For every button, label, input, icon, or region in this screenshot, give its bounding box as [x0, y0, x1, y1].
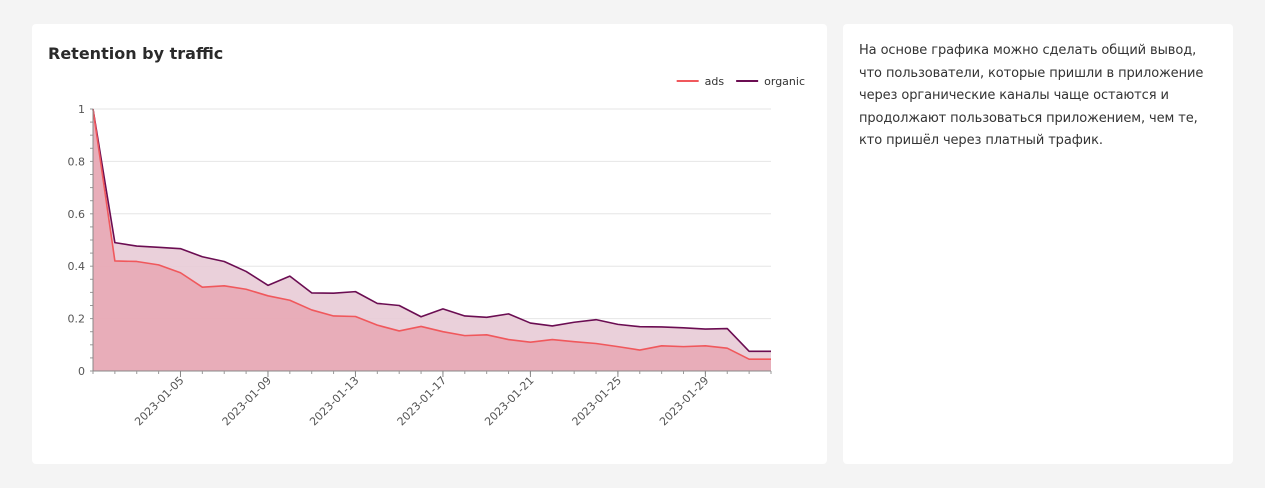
legend-label: ads: [705, 75, 725, 88]
chart-legend[interactable]: organic ads: [676, 75, 805, 88]
x-tick-label: 2023-01-09: [220, 374, 274, 428]
y-tick-label: 0.4: [68, 260, 86, 273]
y-tick-label: 0: [78, 365, 85, 378]
x-tick-label: 2023-01-13: [307, 374, 361, 428]
line-ads: [92, 108, 771, 361]
chart-areas: [93, 109, 771, 371]
y-tick-label: 0.2: [68, 313, 86, 326]
area-ads: [93, 109, 771, 371]
x-tick-label: 2023-01-29: [657, 374, 711, 428]
x-tick-label: 2023-01-21: [482, 374, 536, 428]
x-tick-label: 2023-01-17: [395, 374, 449, 428]
y-tick-label: 0.8: [68, 155, 86, 168]
chart-card: Retention by traffic 0 0.2 0.4 0.6 0.8 1 2023-…: [32, 24, 827, 464]
y-tick-label: 0.6: [68, 208, 86, 221]
conclusion-card: На основе графика можно сделать общий вы…: [843, 24, 1233, 464]
x-tick-label: 2023-01-05: [132, 374, 186, 428]
legend-item-organic[interactable]: organic: [736, 75, 805, 88]
y-tick-label: 1: [78, 103, 85, 116]
legend-item-ads[interactable]: ads: [676, 75, 725, 88]
x-tick-label: 2023-01-25: [570, 374, 624, 428]
chart-title: Retention by traffic: [48, 44, 224, 63]
chart-lines: [92, 108, 771, 361]
retention-chart: 0 0.2 0.4 0.6 0.8 1 2023-01-05 2023-01-09 2023-0…: [68, 75, 806, 428]
conclusion-text: На основе графика можно сделать общий вы…: [859, 43, 1204, 148]
legend-label: organic: [764, 75, 805, 88]
line-organic: [92, 108, 771, 353]
